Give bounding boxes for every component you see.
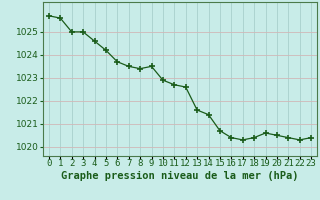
X-axis label: Graphe pression niveau de la mer (hPa): Graphe pression niveau de la mer (hPa) [61, 171, 299, 181]
